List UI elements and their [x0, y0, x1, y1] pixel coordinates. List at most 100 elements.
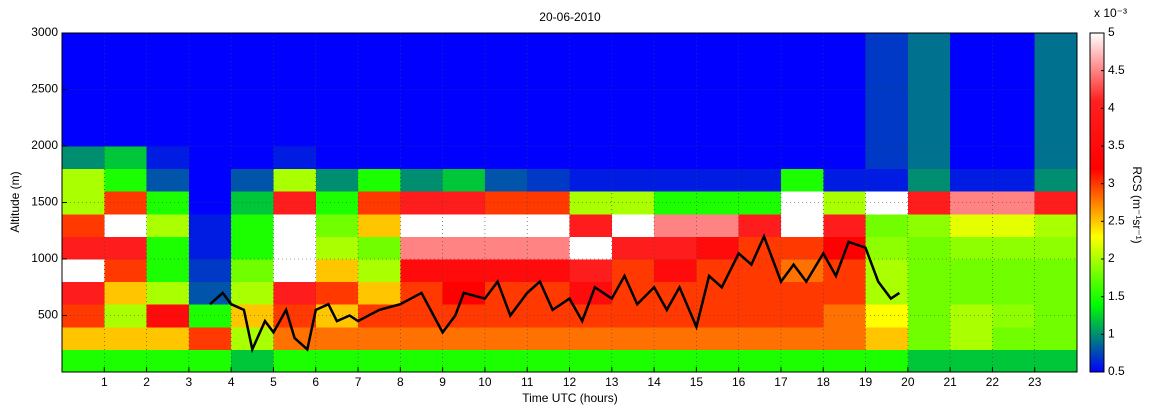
colorbar-tick-label: 2 — [1108, 251, 1115, 265]
cell — [780, 146, 824, 170]
cell — [780, 349, 824, 373]
cell — [738, 349, 782, 373]
cell — [231, 281, 274, 305]
cell — [273, 349, 317, 373]
cell — [231, 55, 274, 79]
cell — [950, 168, 993, 192]
cell — [104, 168, 148, 192]
cell — [780, 236, 824, 260]
y-tick-label: 1500 — [31, 195, 58, 209]
cell — [992, 55, 1036, 79]
cell — [569, 55, 613, 79]
x-tick-label: 1 — [101, 375, 108, 389]
cell — [654, 33, 697, 57]
colorbar — [1089, 32, 1105, 373]
cell — [823, 78, 867, 102]
cell — [400, 304, 444, 328]
cell — [442, 259, 486, 283]
cell — [358, 78, 401, 102]
cell — [738, 55, 782, 79]
cell — [484, 146, 528, 170]
cell — [696, 123, 740, 147]
cell — [865, 146, 909, 170]
cell — [569, 168, 613, 192]
cell — [273, 213, 317, 237]
cell — [62, 236, 105, 260]
colorbar-tick-label: 4 — [1108, 101, 1115, 115]
cell — [104, 281, 148, 305]
cell — [484, 213, 528, 237]
cell — [611, 146, 655, 170]
cell — [146, 191, 190, 215]
cell — [62, 259, 105, 283]
cell — [950, 33, 993, 57]
colorbar-tick-label: 0.5 — [1108, 364, 1125, 378]
cell — [1034, 78, 1078, 102]
cell — [442, 123, 486, 147]
cell — [188, 100, 232, 124]
cell — [231, 78, 274, 102]
colorbar-tick-label: 1 — [1108, 327, 1115, 341]
cell — [1034, 33, 1078, 57]
cell — [315, 33, 359, 57]
cell — [1034, 259, 1078, 283]
cell — [1034, 123, 1078, 147]
cell — [654, 123, 697, 147]
cell — [231, 168, 274, 192]
cell — [400, 55, 444, 79]
cell — [273, 100, 317, 124]
x-tick-label: 7 — [355, 375, 362, 389]
cell — [442, 236, 486, 260]
cell — [188, 33, 232, 57]
cell — [315, 281, 359, 305]
cell — [62, 304, 105, 328]
x-axis-label: Time UTC (hours) — [522, 391, 618, 405]
cell — [400, 100, 444, 124]
cell — [1034, 304, 1078, 328]
cell — [696, 326, 740, 350]
cell — [780, 281, 824, 305]
cell — [823, 100, 867, 124]
cell — [358, 191, 401, 215]
cell — [696, 213, 740, 237]
cell — [62, 146, 105, 170]
cell — [823, 259, 867, 283]
cell — [231, 236, 274, 260]
cell — [188, 259, 232, 283]
cell — [696, 349, 740, 373]
cell — [484, 55, 528, 79]
y-tick-label: 2000 — [31, 138, 58, 152]
cell — [358, 146, 401, 170]
cell — [358, 100, 401, 124]
cell — [950, 326, 993, 350]
cell — [484, 236, 528, 260]
cell — [146, 349, 190, 373]
cell — [823, 191, 867, 215]
cell — [484, 259, 528, 283]
cell — [527, 281, 570, 305]
cell — [865, 213, 909, 237]
cell — [1034, 326, 1078, 350]
x-tick-label: 10 — [478, 375, 492, 389]
cell — [315, 191, 359, 215]
cell — [696, 78, 740, 102]
cell — [1034, 55, 1078, 79]
cell — [315, 213, 359, 237]
cell — [442, 146, 486, 170]
cell — [527, 146, 570, 170]
cell — [400, 146, 444, 170]
cell — [992, 236, 1036, 260]
colorbar-multiplier: x 10⁻³ — [1094, 6, 1127, 20]
cell — [400, 33, 444, 57]
cell — [780, 55, 824, 79]
cell — [696, 259, 740, 283]
cell — [1034, 168, 1078, 192]
cell — [950, 146, 993, 170]
cell — [738, 123, 782, 147]
cell — [104, 123, 148, 147]
cell — [611, 100, 655, 124]
cell — [611, 123, 655, 147]
cell — [738, 259, 782, 283]
cell — [738, 191, 782, 215]
cell — [654, 326, 697, 350]
